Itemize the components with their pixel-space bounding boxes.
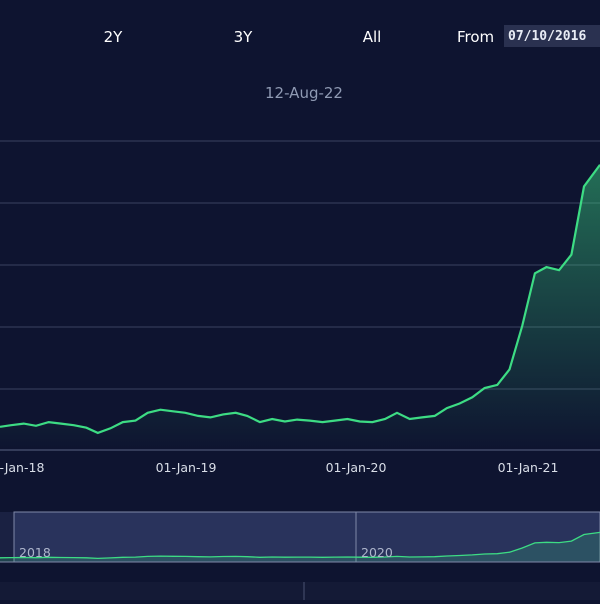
x-tick-label: 01-Jan-20	[326, 460, 387, 475]
gridlines	[0, 140, 600, 390]
x-axis-ticks: 01-Jan-18 01-Jan-19 01-Jan-20 01-Jan-21	[0, 460, 558, 475]
scrollbar[interactable]	[0, 582, 600, 600]
series-area	[0, 164, 600, 450]
navigator-label: 2018	[19, 545, 51, 560]
navigator-label: 2020	[361, 545, 393, 560]
chart-subtitle: 12-Aug-22	[265, 84, 343, 102]
navigator[interactable]: 2018 2020	[0, 511, 600, 563]
series-line[interactable]	[0, 164, 600, 435]
navigator-line	[0, 531, 600, 560]
range-button-3y[interactable]: 3Y	[234, 28, 254, 46]
x-tick-label: 01-Jan-19	[156, 460, 217, 475]
x-tick-label: 01-Jan-18	[0, 460, 44, 475]
from-date-input[interactable]	[504, 25, 600, 47]
scrollbar-track[interactable]	[0, 582, 600, 600]
navigator-area	[0, 532, 600, 562]
range-button-2y[interactable]: 2Y	[104, 28, 124, 46]
from-label: From	[457, 28, 494, 46]
x-tick-label: 01-Jan-21	[498, 460, 559, 475]
range-selector: 2Y 3Y All From	[104, 28, 495, 46]
range-button-all[interactable]: All	[363, 28, 382, 46]
